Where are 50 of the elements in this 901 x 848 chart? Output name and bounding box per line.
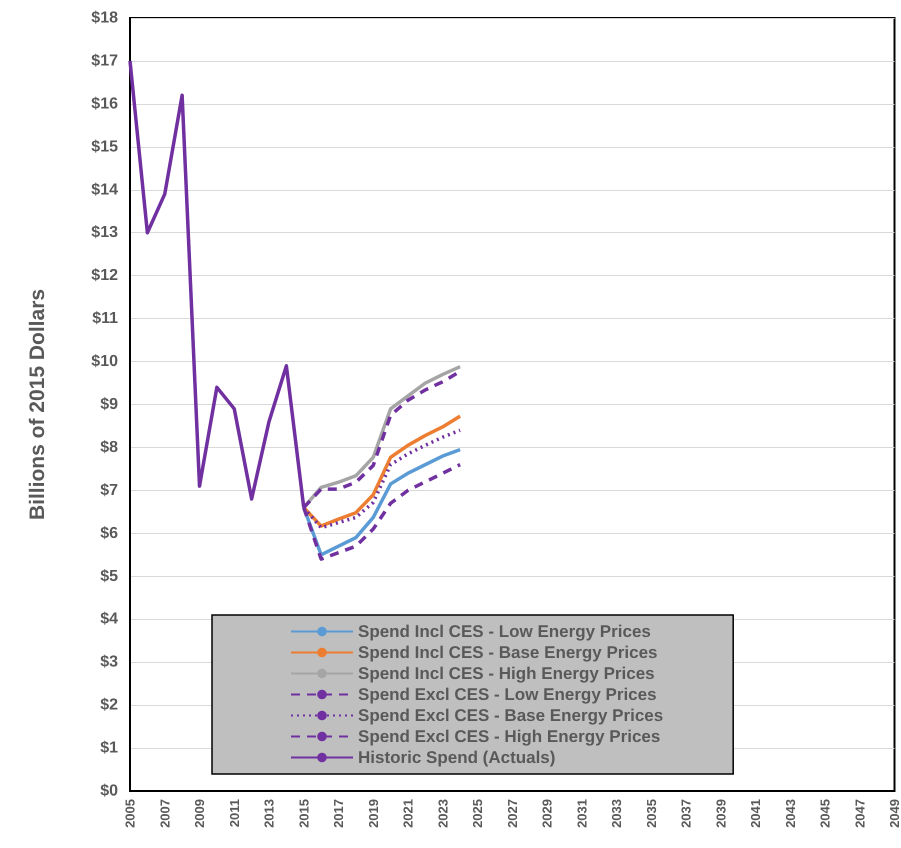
legend-label: Spend Excl CES - High Energy Prices [358,727,660,746]
y-tick-label: $4 [100,610,118,628]
x-tick-label: 2039 [713,799,728,828]
y-tick-label: $15 [91,138,118,156]
y-tick-label: $14 [91,181,118,198]
x-tick-label: 2021 [400,799,416,828]
x-tick-label: 2013 [262,799,276,828]
y-tick-label: $3 [100,654,118,671]
y-tick-label: $9 [100,396,118,413]
x-tick-label: 2015 [296,799,312,828]
y-tick-label: $16 [91,95,118,112]
y-tick-label: $8 [100,438,118,456]
x-tick-label: 2011 [226,799,242,828]
legend-label: Spend Incl CES - High Energy Prices [358,664,655,683]
x-tick-label: 2047 [852,799,868,828]
legend-label: Spend Excl CES - Low Energy Prices [358,685,657,704]
y-tick-label: $0 [100,782,118,800]
legend-label: Historic Spend (Actuals) [358,748,556,767]
legend-label: Spend Incl CES - Base Energy Prices [358,643,658,662]
x-tick-label: 2009 [192,799,207,828]
x-tick-label: 2045 [818,799,832,828]
y-tick-label: $7 [100,482,118,499]
y-tick-label: $1 [100,740,118,757]
y-tick-label: $5 [100,568,118,585]
y-tick-label: $18 [91,10,118,26]
y-tick-label: $17 [91,52,118,70]
x-tick-label: 2033 [609,799,624,828]
legend-label: Spend Incl CES - Low Energy Prices [358,622,651,641]
x-tick-label: 2027 [504,799,520,828]
x-tick-label: 2031 [574,799,590,828]
x-tick-label: 2043 [782,799,798,828]
x-tick-label: 2023 [435,799,450,828]
y-tick-label: $12 [91,267,118,284]
y-tick-label: $13 [91,224,118,242]
x-tick-label: 2019 [366,799,381,828]
legend-label: Spend Excl CES - Base Energy Prices [358,706,664,725]
x-tick-label: 2005 [122,799,138,828]
x-tick-label: 2049 [887,799,901,828]
y-tick-label: $10 [91,353,118,370]
x-tick-label: 2035 [644,799,659,828]
y-tick-label: $11 [92,310,118,328]
y-tick-label: $2 [100,696,118,714]
x-tick-label: 2041 [748,799,763,828]
x-tick-label: 2029 [540,799,554,828]
y-axis-title: Billions of 2015 Dollars [26,288,49,520]
x-tick-label: 2007 [157,799,172,828]
y-tick-label: $6 [100,524,118,542]
x-tick-label: 2017 [331,799,346,828]
x-tick-label: 2037 [678,799,694,828]
x-tick-label: 2025 [470,799,485,828]
